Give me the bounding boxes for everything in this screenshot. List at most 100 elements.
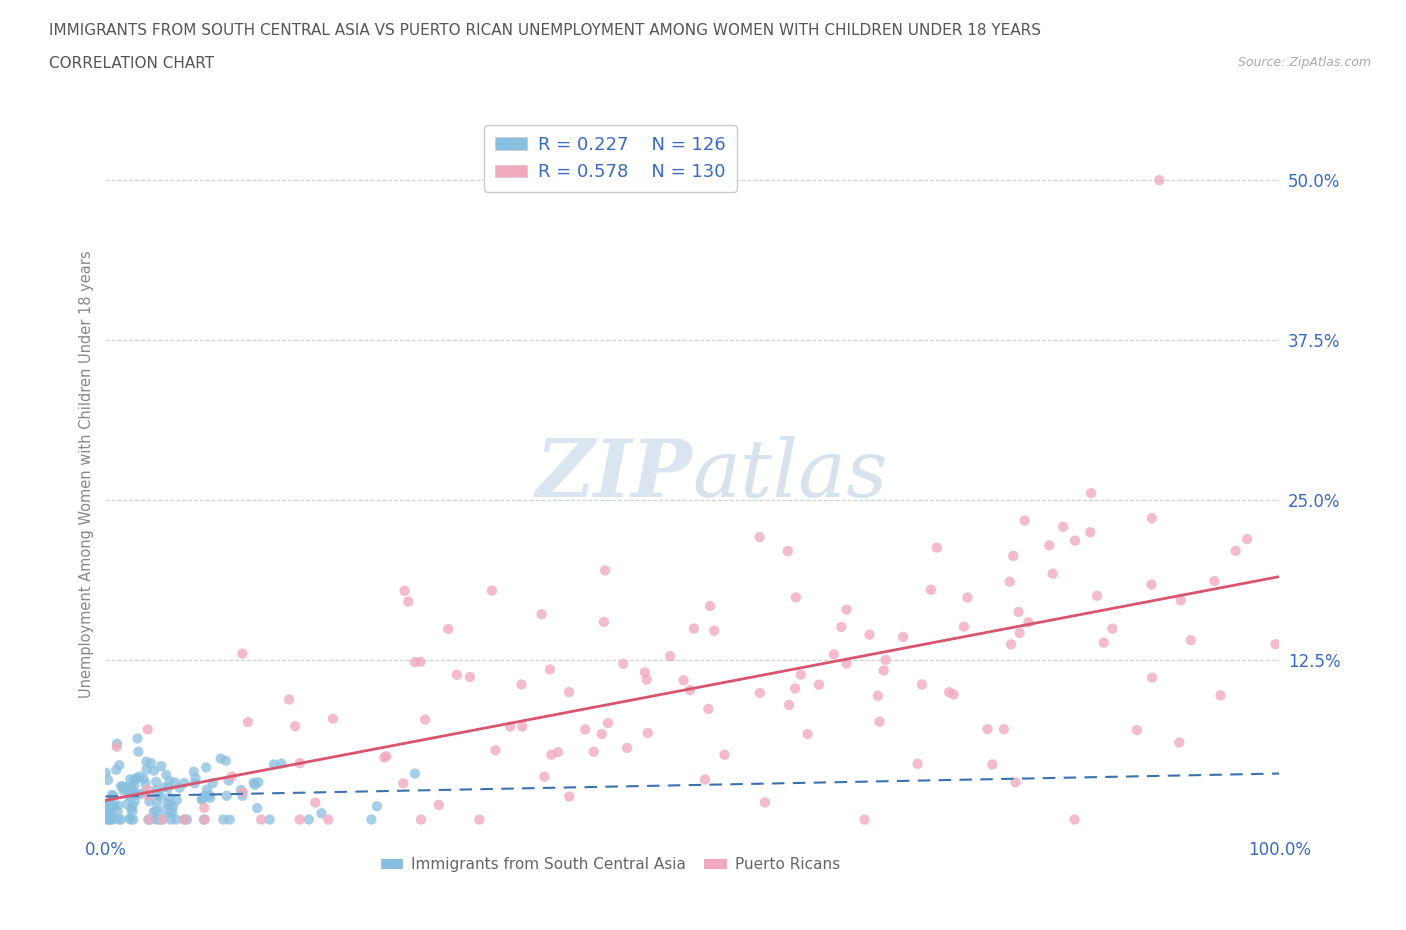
Point xyxy=(138,812,160,827)
Point xyxy=(156,796,179,811)
Point xyxy=(218,773,240,788)
Point xyxy=(953,619,976,634)
Point xyxy=(209,751,232,766)
Point xyxy=(823,647,845,662)
Point xyxy=(316,812,339,827)
Point xyxy=(145,775,167,790)
Point xyxy=(149,790,172,804)
Point xyxy=(835,602,858,617)
Point xyxy=(100,805,122,820)
Point xyxy=(242,776,264,790)
Point xyxy=(956,591,979,605)
Point xyxy=(212,812,235,827)
Point xyxy=(193,789,215,804)
Point xyxy=(115,797,138,812)
Point xyxy=(198,788,221,803)
Point xyxy=(360,812,382,827)
Point xyxy=(1017,615,1039,630)
Point xyxy=(184,771,207,786)
Point xyxy=(875,653,897,668)
Point xyxy=(152,812,174,827)
Point xyxy=(366,799,388,814)
Point xyxy=(120,780,142,795)
Point xyxy=(558,790,581,804)
Point xyxy=(193,801,215,816)
Point xyxy=(138,788,160,803)
Point xyxy=(785,590,807,604)
Point xyxy=(201,776,224,790)
Point xyxy=(125,771,148,786)
Point xyxy=(396,594,419,609)
Point xyxy=(582,744,605,759)
Point xyxy=(138,812,160,827)
Point xyxy=(1264,637,1286,652)
Point xyxy=(96,797,118,812)
Point xyxy=(593,563,616,578)
Point xyxy=(105,739,128,754)
Point xyxy=(101,799,124,814)
Point xyxy=(796,726,818,741)
Point xyxy=(127,744,149,759)
Point xyxy=(114,781,136,796)
Point xyxy=(120,786,142,801)
Point xyxy=(920,582,942,597)
Point xyxy=(754,795,776,810)
Point xyxy=(231,646,253,661)
Point xyxy=(135,762,157,777)
Point xyxy=(1225,543,1247,558)
Point xyxy=(122,812,145,827)
Point xyxy=(120,787,142,802)
Point xyxy=(1209,688,1232,703)
Point xyxy=(159,798,181,813)
Point xyxy=(94,765,117,780)
Point xyxy=(1000,637,1022,652)
Point xyxy=(159,774,181,789)
Text: Source: ZipAtlas.com: Source: ZipAtlas.com xyxy=(1237,56,1371,69)
Point xyxy=(163,775,186,790)
Point xyxy=(108,758,131,773)
Point xyxy=(98,804,121,818)
Point xyxy=(146,796,169,811)
Point xyxy=(547,745,569,760)
Point xyxy=(162,799,184,814)
Point xyxy=(143,764,166,778)
Point xyxy=(1140,511,1163,525)
Point xyxy=(122,773,145,788)
Point xyxy=(693,772,716,787)
Point xyxy=(284,719,307,734)
Point xyxy=(190,792,212,807)
Point xyxy=(907,756,929,771)
Point xyxy=(288,756,311,771)
Point xyxy=(195,760,218,775)
Point xyxy=(259,812,281,827)
Point xyxy=(392,776,415,790)
Point xyxy=(1092,635,1115,650)
Point xyxy=(173,812,195,827)
Point xyxy=(129,787,152,802)
Point xyxy=(183,764,205,779)
Point xyxy=(120,812,142,827)
Point xyxy=(194,812,217,827)
Point xyxy=(1052,519,1074,534)
Point xyxy=(1140,578,1163,592)
Point xyxy=(533,769,555,784)
Point xyxy=(110,778,132,793)
Point xyxy=(322,711,344,726)
Point xyxy=(100,809,122,824)
Point xyxy=(394,583,416,598)
Point xyxy=(866,688,889,703)
Point xyxy=(616,740,638,755)
Point xyxy=(165,812,187,827)
Point xyxy=(976,722,998,737)
Point xyxy=(96,812,118,827)
Point xyxy=(118,811,141,826)
Point xyxy=(373,751,395,765)
Point xyxy=(169,780,191,795)
Point xyxy=(127,731,149,746)
Point xyxy=(427,797,450,812)
Point xyxy=(468,812,491,827)
Point xyxy=(830,619,852,634)
Point xyxy=(236,714,259,729)
Point xyxy=(231,789,253,804)
Point xyxy=(146,788,169,803)
